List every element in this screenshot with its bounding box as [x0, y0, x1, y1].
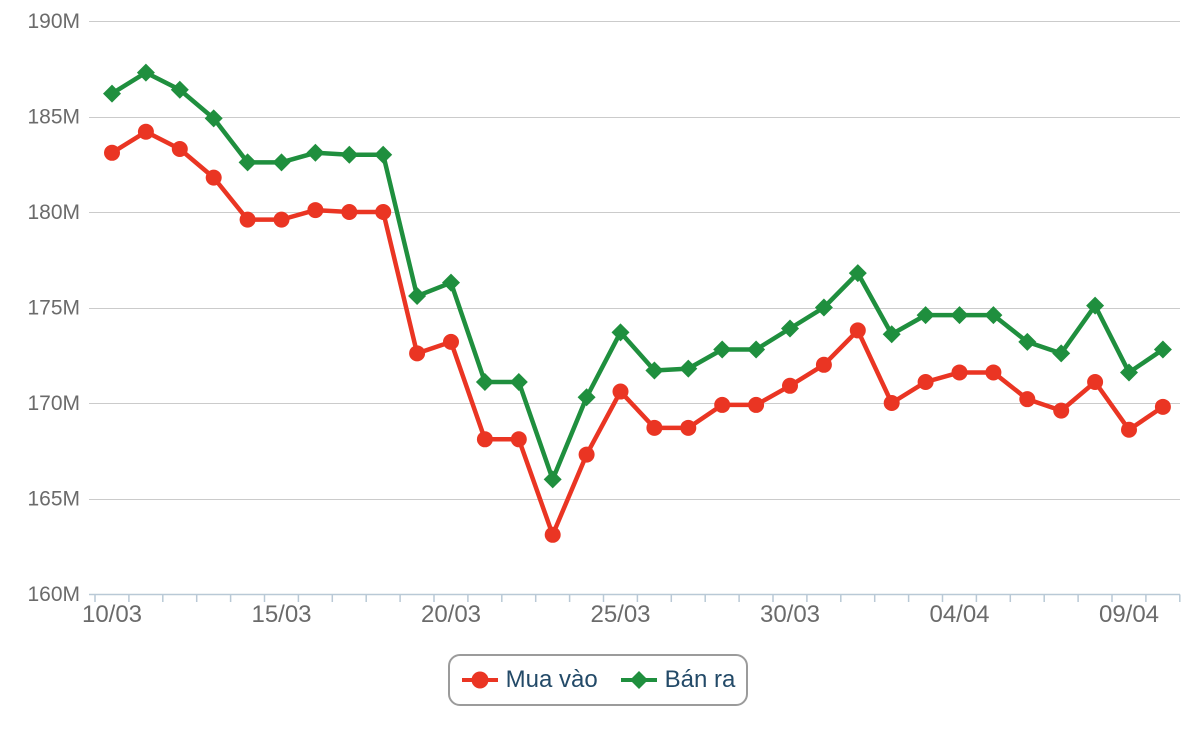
data-point-marker — [544, 526, 561, 543]
x-axis-label: 09/04 — [1099, 601, 1159, 628]
legend-item-ban-ra[interactable]: Bán ra — [620, 666, 736, 693]
data-point-marker — [748, 396, 765, 413]
data-point-marker — [205, 169, 222, 186]
data-point-marker — [1053, 402, 1070, 419]
data-point-marker — [985, 364, 1002, 381]
series-ban-ra — [103, 63, 1172, 489]
y-axis-label: 170M — [27, 392, 80, 415]
data-point-marker — [408, 287, 427, 306]
data-point-marker — [1121, 421, 1137, 438]
data-point-marker — [307, 202, 324, 219]
data-point-marker — [170, 80, 189, 99]
data-point-marker — [103, 84, 121, 103]
data-point-marker — [849, 322, 866, 339]
data-point-marker — [272, 153, 291, 172]
data-point-marker — [1052, 344, 1071, 363]
data-point-marker — [612, 383, 629, 400]
data-point-marker — [409, 345, 426, 362]
data-point-marker — [510, 431, 527, 448]
data-point-marker — [239, 211, 256, 228]
y-axis-label: 165M — [27, 488, 80, 511]
data-point-marker — [713, 340, 732, 359]
legend-marker-diamond-icon — [620, 671, 657, 689]
legend-marker-circle-icon — [461, 671, 498, 689]
y-axis-labels: 160M 165M 170M 175M 180M 185M 190M — [27, 10, 80, 606]
data-point-marker — [578, 446, 595, 463]
data-point-marker — [611, 323, 630, 342]
data-point-marker — [781, 319, 799, 338]
data-point-marker — [1018, 332, 1037, 351]
data-point-marker — [443, 333, 459, 350]
data-point-marker — [917, 373, 934, 390]
legend-item-mua-vao[interactable]: Mua vào — [461, 668, 598, 692]
data-point-marker — [747, 340, 766, 359]
data-point-marker — [951, 364, 968, 381]
data-point-marker — [136, 63, 155, 82]
data-point-marker — [577, 388, 596, 407]
data-point-marker — [442, 273, 460, 292]
data-point-marker — [814, 298, 833, 317]
series-mua-vao — [104, 123, 1171, 543]
data-point-marker — [340, 145, 359, 164]
data-point-marker — [782, 377, 798, 394]
data-point-marker — [1086, 296, 1105, 315]
data-point-marker — [679, 359, 698, 378]
x-axis-label: 30/03 — [760, 601, 820, 628]
data-point-marker — [509, 372, 528, 391]
data-point-marker — [646, 419, 663, 436]
data-point-marker — [950, 306, 969, 325]
data-point-marker — [882, 325, 901, 344]
data-point-marker — [1087, 373, 1104, 390]
legend: Mua vào Bán ra — [448, 654, 748, 706]
y-axis-label: 180M — [27, 201, 80, 224]
y-axis-label: 190M — [27, 10, 80, 33]
data-point-marker — [848, 264, 867, 283]
data-point-marker — [1019, 391, 1036, 408]
data-point-marker — [171, 140, 188, 157]
data-point-marker — [273, 211, 290, 228]
data-point-marker — [306, 143, 325, 162]
x-axis-labels: 10/03 15/03 20/03 25/03 30/03 04/04 09/04 — [82, 601, 1159, 628]
y-axis-label: 175M — [27, 297, 80, 320]
y-gridlines — [89, 21, 1180, 500]
data-point-marker — [1154, 398, 1171, 415]
y-axis-label: 185M — [27, 106, 80, 129]
x-axis-label: 10/03 — [82, 601, 142, 628]
legend-label-mua-vao: Mua vào — [505, 666, 598, 693]
x-axis — [89, 593, 1181, 602]
x-axis-label: 15/03 — [251, 601, 311, 628]
data-point-marker — [916, 306, 935, 325]
data-point-marker — [883, 395, 900, 411]
data-point-marker — [341, 204, 358, 220]
data-point-marker — [1153, 340, 1172, 359]
y-axis-label: 160M — [27, 583, 80, 606]
data-point-marker — [374, 145, 393, 164]
x-axis-label: 20/03 — [421, 601, 481, 628]
legend-label-ban-ra: Bán ra — [664, 666, 736, 693]
data-point-marker — [476, 431, 493, 448]
x-axis-label: 04/04 — [929, 601, 989, 628]
data-point-marker — [714, 396, 731, 413]
data-point-marker — [238, 153, 257, 172]
data-point-marker — [204, 109, 223, 128]
data-point-marker — [815, 356, 832, 373]
data-point-marker — [680, 419, 697, 436]
data-point-marker — [543, 470, 562, 489]
data-point-marker — [984, 306, 1003, 325]
data-point-marker — [475, 372, 494, 391]
data-point-marker — [645, 361, 664, 380]
x-axis-label: 25/03 — [590, 601, 650, 628]
data-point-marker — [137, 123, 154, 140]
data-point-marker — [375, 204, 392, 220]
data-point-marker — [104, 144, 120, 161]
data-point-marker — [1120, 363, 1138, 382]
